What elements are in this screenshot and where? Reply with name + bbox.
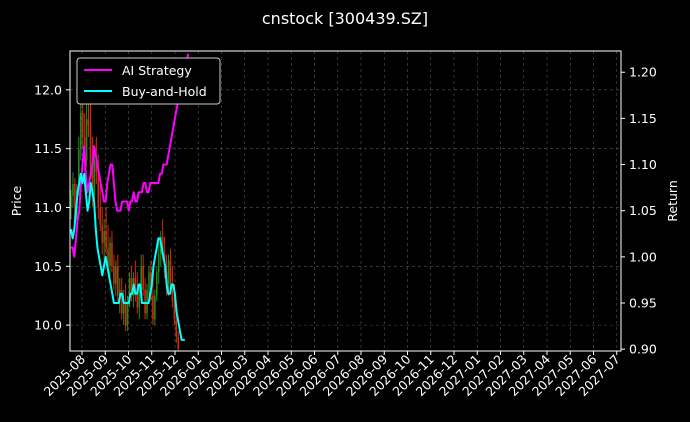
candle-body: [87, 119, 90, 126]
series-line-ai-strategy: [71, 53, 190, 258]
y-right-tick-label: 1.00: [629, 249, 657, 264]
y-tick-label: 11.0: [34, 200, 62, 215]
candle-body: [169, 260, 172, 284]
candle-body: [175, 319, 178, 337]
y-tick-label: 12.0: [34, 82, 62, 97]
candle-body: [118, 289, 121, 296]
candle-body: [161, 236, 164, 255]
legend: AI Strategy Buy-and-Hold: [76, 57, 221, 105]
candle-body: [140, 266, 142, 290]
candle-body: [171, 283, 174, 302]
y-right-tick-label: 0.90: [629, 342, 657, 357]
legend-box: [76, 57, 221, 105]
candle-body: [93, 160, 96, 196]
y-tick-label: 10.5: [34, 259, 62, 274]
legend-label-bh: Buy-and-Hold: [122, 84, 207, 99]
left-y-axis: 10.0 10.5 11.0 11.5 12.0: [34, 82, 70, 333]
candle-body: [148, 272, 150, 290]
candle-body: [101, 225, 103, 243]
candle-body: [113, 266, 115, 284]
y-axis-label-right: Return: [665, 180, 680, 221]
y-right-tick-label: 0.95: [629, 296, 657, 311]
legend-label-ai: AI Strategy: [122, 63, 192, 78]
candle-body: [142, 266, 144, 290]
candle-body: [89, 125, 92, 167]
plot-frame: [69, 50, 622, 352]
candle-body: [109, 242, 111, 267]
candle-body: [97, 172, 100, 208]
candle-body: [78, 148, 80, 190]
candle-body: [79, 113, 82, 149]
y-right-tick-label: 1.05: [629, 203, 657, 218]
right-y-axis: 0.90 0.95 1.00 1.05 1.10 1.15 1.20: [621, 65, 657, 357]
candle-body: [146, 289, 148, 314]
candle-body: [74, 183, 76, 220]
candle-body: [144, 289, 146, 314]
candle-body: [81, 113, 84, 137]
candle-body: [115, 266, 117, 284]
series-lines: [70, 53, 190, 341]
candle-body: [167, 260, 170, 290]
candle-body: [117, 266, 119, 296]
candle-body: [134, 278, 137, 290]
candle-body: [105, 231, 107, 249]
candle-body: [122, 301, 125, 314]
chart-title: cnstock [300439.SZ]: [262, 9, 428, 28]
candle-body: [70, 195, 72, 208]
candle-body: [130, 278, 133, 296]
candle-body: [173, 301, 176, 320]
candle-body: [156, 272, 158, 296]
candle-body: [85, 119, 88, 161]
candle-body: [120, 289, 123, 314]
candle-body: [91, 166, 94, 196]
candle-body: [111, 242, 113, 267]
candle-body: [103, 231, 105, 243]
candle-body: [154, 295, 156, 320]
candle-body: [124, 301, 127, 326]
candle-body: [72, 183, 74, 196]
x-axis: 2025-082025-092025-102025-112025-122026-…: [41, 351, 623, 399]
candle-body: [99, 207, 102, 226]
y-tick-label: 10.0: [34, 318, 62, 333]
y-tick-label: 11.5: [34, 141, 62, 156]
candle-body: [128, 278, 131, 302]
candle-body: [152, 295, 154, 320]
candle-body: [107, 248, 109, 267]
candle-body: [126, 301, 129, 326]
y-axis-label: Price: [9, 185, 24, 216]
series-line-buy-and-hold: [70, 172, 185, 341]
candle-body: [136, 289, 139, 308]
candle-body: [95, 160, 98, 173]
candle-body: [138, 289, 141, 308]
y-right-tick-label: 1.20: [629, 65, 657, 80]
candle-body: [177, 336, 180, 349]
y-right-tick-label: 1.10: [629, 157, 657, 172]
candle-body: [157, 254, 160, 273]
y-right-tick-label: 1.15: [629, 111, 657, 126]
